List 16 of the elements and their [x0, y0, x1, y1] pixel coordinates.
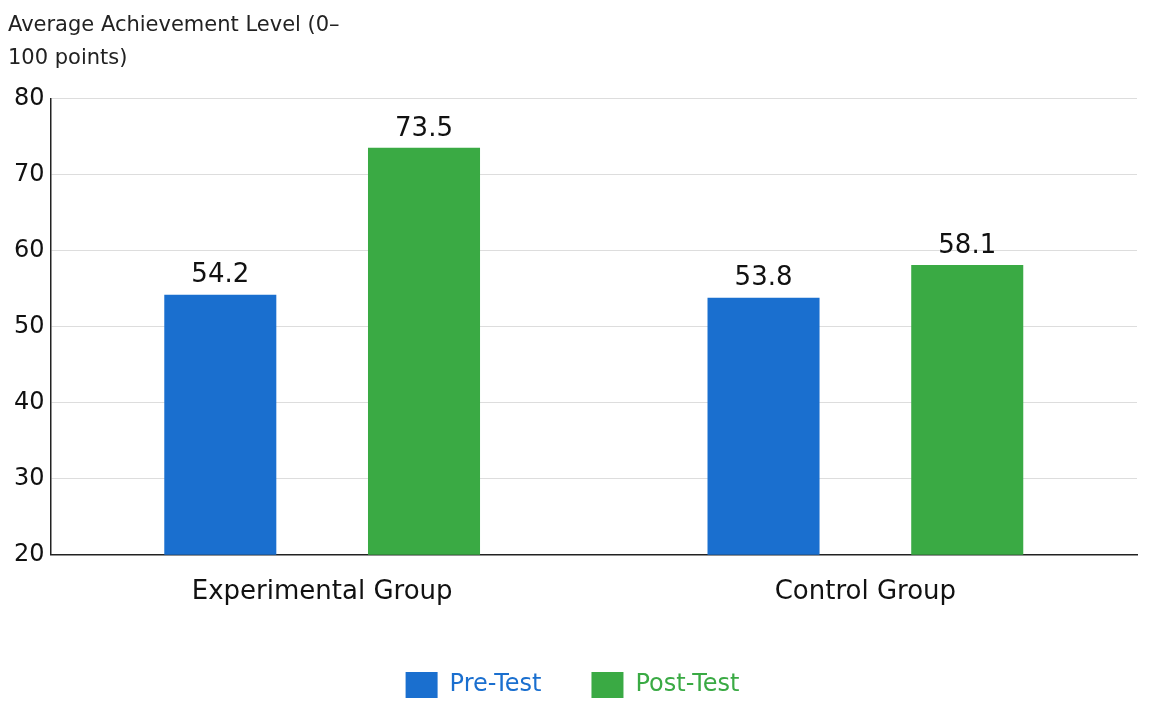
legend-label: Post-Test [635, 669, 740, 698]
y-tick-label: 80 [13, 82, 45, 111]
y-tick-label: 30 [13, 462, 45, 491]
y-tick-label: 60 [13, 234, 45, 263]
x-tick-label: Experimental Group [191, 575, 453, 606]
legend-label: Pre-Test [449, 669, 542, 698]
y-tick-label: 20 [13, 539, 45, 568]
data-label: 58.1 [938, 228, 997, 259]
y-axis-title: Average Achievement Level (0–100 points) [8, 11, 341, 71]
y-tick-label: 40 [13, 386, 45, 415]
x-tick-label: Control Group [774, 575, 957, 606]
y-tick-label: 70 [13, 158, 45, 187]
y-tick-label: 50 [13, 310, 45, 339]
data-label: 54.2 [191, 258, 250, 289]
data-label: 53.8 [734, 261, 793, 292]
data-label: 73.5 [395, 111, 453, 142]
